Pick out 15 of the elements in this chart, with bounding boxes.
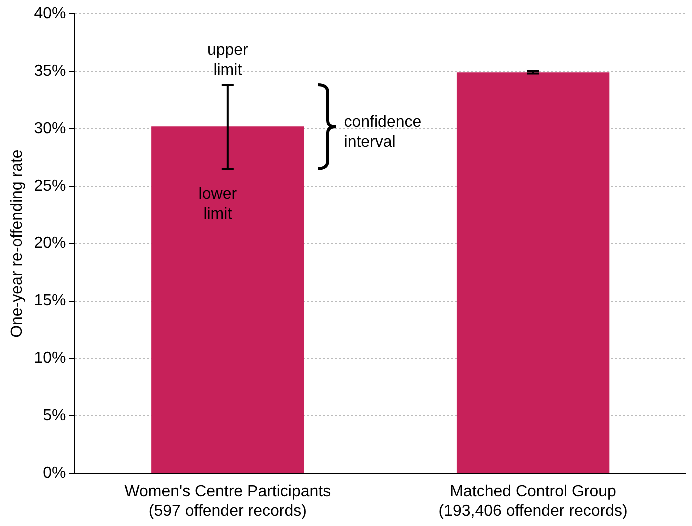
- y-tick-label: 20%: [34, 235, 66, 252]
- annotation: confidence interval: [344, 114, 422, 152]
- y-tick-label: 25%: [34, 178, 66, 195]
- y-axis-title: One-year re-offending rate: [9, 150, 26, 338]
- annotation: lower limit: [198, 186, 238, 224]
- y-tick-label: 0%: [43, 465, 66, 482]
- y-tick-label: 15%: [34, 292, 66, 310]
- annotation: upper limit: [207, 42, 250, 80]
- y-tick-label: 35%: [34, 62, 66, 80]
- y-tick-label: 40%: [34, 5, 66, 22]
- x-tick-label: Matched Control Group (193,406 offender records): [438, 484, 628, 520]
- y-tick-label: 10%: [34, 350, 66, 368]
- y-tick-label: 30%: [34, 120, 66, 138]
- y-tick-label: 5%: [43, 408, 66, 425]
- x-tick-label: Women's Centre Participants (597 offender records): [124, 484, 332, 520]
